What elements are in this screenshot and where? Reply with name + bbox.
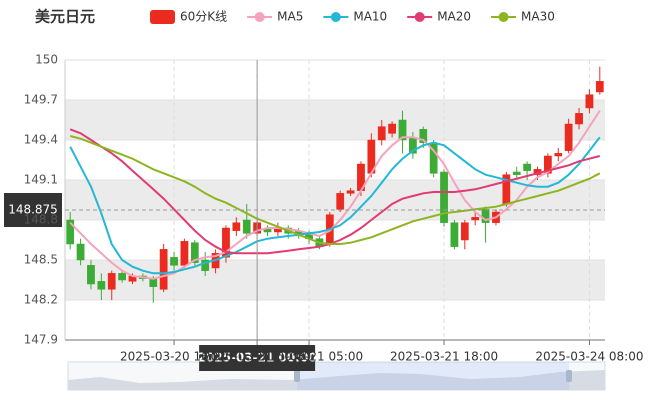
data-zoom[interactable] xyxy=(67,361,606,391)
candle-body xyxy=(263,229,272,233)
y-tick-label: 149.4 xyxy=(24,133,58,147)
candle-body xyxy=(512,171,521,175)
y-tick-label: 148.8 xyxy=(24,213,58,227)
zoom-handle[interactable] xyxy=(566,370,572,382)
candle-body xyxy=(471,217,480,221)
x-tick-label: 2025-03-21 05:00 xyxy=(255,350,363,364)
y-tick-label: 148.2 xyxy=(24,293,58,307)
legend-swatch xyxy=(330,12,341,22)
candle-body xyxy=(107,273,116,290)
candle-body xyxy=(595,81,604,93)
y-tick-label: 149.7 xyxy=(24,93,58,107)
y-tick-label: 149.1 xyxy=(24,173,58,187)
x-tick-label: 2025-03-21 00:00 xyxy=(203,350,311,364)
legend-label: MA10 xyxy=(353,10,387,24)
candle-body xyxy=(242,219,251,234)
x-tick-label: 2025-03-24 08:00 xyxy=(535,350,643,364)
candle-body xyxy=(87,265,95,285)
candle-body xyxy=(159,249,168,290)
candle-body xyxy=(564,123,573,151)
ma-line xyxy=(69,110,601,280)
candle-body xyxy=(575,113,583,125)
pointer-y-box xyxy=(4,193,62,227)
ma-line xyxy=(69,135,601,245)
candle-body xyxy=(377,126,386,141)
split-area xyxy=(65,180,605,220)
ma-line xyxy=(69,136,601,275)
y-tick-label: 150 xyxy=(35,53,58,67)
candle-body xyxy=(76,243,85,261)
axis-pointer: 148.875 2025-03-21 00:00 xyxy=(4,60,605,371)
candle-body xyxy=(180,241,189,266)
x-tick-label: 2025-03-20 16:00 xyxy=(120,350,228,364)
legend-label: MA30 xyxy=(521,10,555,24)
candle-body xyxy=(201,259,210,271)
candle-body xyxy=(336,193,345,210)
pointer-y-label: 148.875 xyxy=(8,203,58,217)
legend-swatch xyxy=(498,12,509,22)
candle-body xyxy=(190,242,199,263)
x-tick-label: 2025-03-21 18:00 xyxy=(390,350,498,364)
legend-swatch xyxy=(150,10,175,24)
legend-label: MA20 xyxy=(437,10,471,24)
background xyxy=(64,59,605,345)
candle-body xyxy=(97,281,106,290)
ma-line xyxy=(69,128,601,255)
split-area xyxy=(65,260,605,300)
candle-body xyxy=(554,153,563,157)
candle-body xyxy=(149,278,158,287)
candle-body xyxy=(118,273,126,281)
candle-body xyxy=(222,227,230,258)
zoom-shadow xyxy=(68,370,605,390)
candle-body xyxy=(544,155,552,174)
candle-body xyxy=(398,119,407,141)
candle-body xyxy=(388,123,397,134)
legend-swatch xyxy=(414,12,425,22)
y-tick-label: 148.5 xyxy=(24,253,58,267)
legend-label: MA5 xyxy=(277,10,303,24)
candle-body xyxy=(585,94,594,109)
candle-body xyxy=(523,163,532,171)
candle-body xyxy=(170,257,178,266)
candle-body xyxy=(66,219,75,245)
candle-body xyxy=(346,190,355,194)
candle-body xyxy=(419,129,428,143)
pointer-x-box xyxy=(199,345,316,371)
legend-label: 60分K线 xyxy=(180,10,227,24)
legend-swatch xyxy=(254,12,265,22)
zoom-window[interactable] xyxy=(297,362,569,390)
chart-title: 美元日元 xyxy=(35,8,95,26)
pointer-x-label: 2025-03-21 00:00 xyxy=(198,351,317,365)
plot xyxy=(66,66,604,303)
candle-body xyxy=(440,171,448,223)
candle-body xyxy=(450,222,459,247)
split-area xyxy=(65,100,605,140)
zoom-handle[interactable] xyxy=(294,370,300,382)
y-tick-label: 147.9 xyxy=(24,333,58,347)
candle-body xyxy=(460,222,469,241)
legend: 60分K线 MA5 MA10 MA20 MA30 xyxy=(150,10,555,24)
candle-body xyxy=(232,222,241,231)
